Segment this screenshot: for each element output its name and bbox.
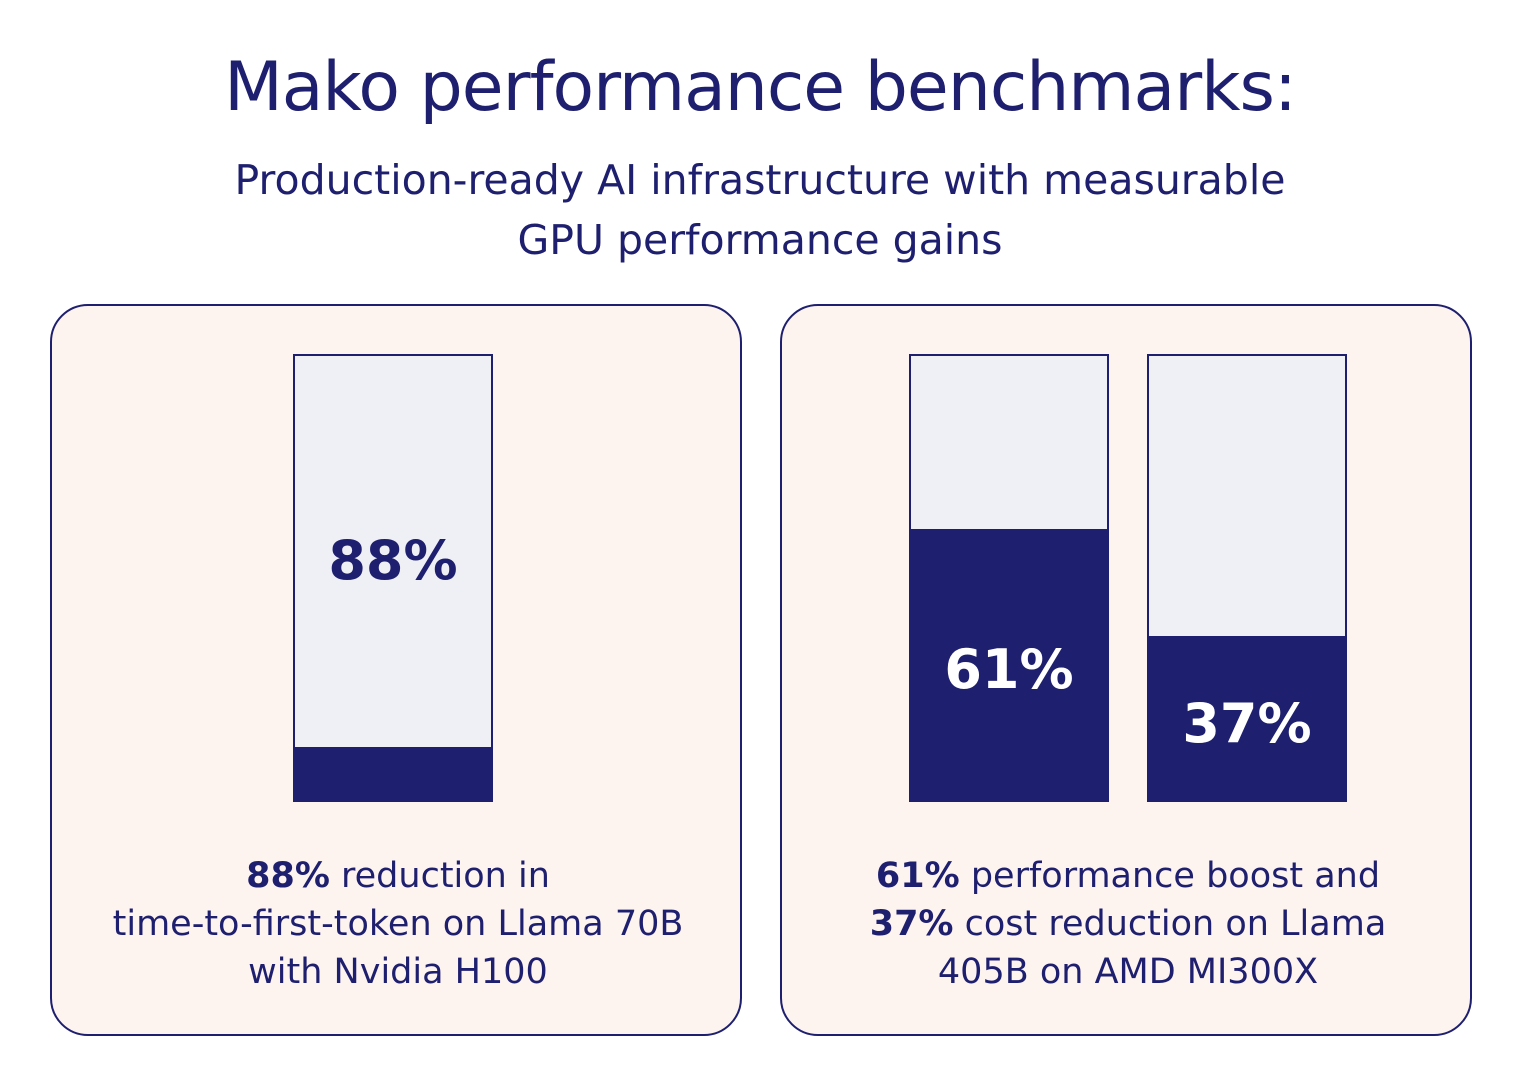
caption-text: reduction in bbox=[329, 856, 550, 896]
caption-highlight: 61% bbox=[875, 856, 960, 896]
card-caption: 88% reduction in time-to-first-token on … bbox=[62, 852, 734, 996]
subtitle-line: Production-ready AI infrastructure with … bbox=[234, 156, 1286, 204]
caption-text: cost reduction on Llama bbox=[953, 904, 1387, 944]
bar-fill bbox=[295, 746, 491, 800]
bar-performance-boost: 61% bbox=[909, 354, 1109, 802]
bar-cost-reduction: 37% bbox=[1147, 354, 1347, 802]
bar-value-label: 88% bbox=[328, 529, 458, 592]
subtitle-line: GPU performance gains bbox=[517, 216, 1003, 264]
benchmark-card-h100: 88% 88% reduction in time-to-first-token… bbox=[50, 304, 742, 1036]
caption-highlight: 37% bbox=[869, 904, 954, 944]
caption-text: time-to-first-token on Llama 70B bbox=[112, 904, 684, 944]
bar-value-label: 37% bbox=[1182, 692, 1312, 755]
benchmark-card-mi300x: 61% 37% 61% performance boost and 37% co… bbox=[780, 304, 1472, 1036]
card-caption: 61% performance boost and 37% cost reduc… bbox=[792, 852, 1464, 996]
page-title: Mako performance benchmarks: bbox=[224, 48, 1297, 127]
bar-ttft-reduction: 88% bbox=[293, 354, 493, 802]
caption-text: with Nvidia H100 bbox=[248, 952, 548, 992]
bar-fill bbox=[911, 529, 1107, 800]
page-subtitle: Production-ready AI infrastructure with … bbox=[210, 150, 1310, 270]
bar-value-label: 61% bbox=[944, 638, 1074, 701]
caption-text: 405B on AMD MI300X bbox=[937, 952, 1319, 992]
bar-fill bbox=[1149, 635, 1345, 800]
caption-highlight: 88% bbox=[246, 856, 330, 896]
caption-text: performance boost and bbox=[959, 856, 1381, 896]
